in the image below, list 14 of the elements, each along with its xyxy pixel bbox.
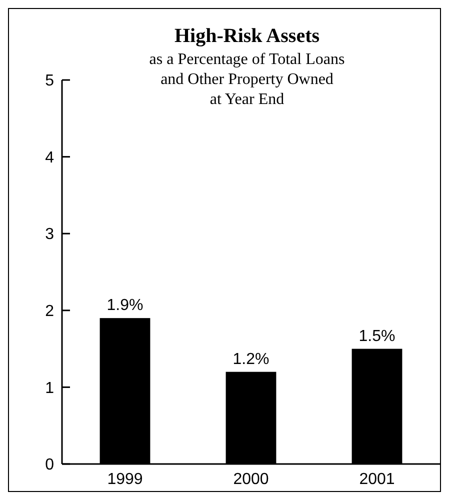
y-tick-label: 3 bbox=[45, 226, 54, 244]
data-label: 1.9% bbox=[106, 297, 144, 314]
x-tick-label: 1999 bbox=[107, 471, 143, 488]
x-tick-label: 2001 bbox=[359, 471, 395, 488]
y-tick-label: 1 bbox=[45, 380, 54, 397]
x-tick-label: 2000 bbox=[233, 471, 269, 488]
y-tick-label: 0 bbox=[45, 456, 54, 474]
y-tick-label: 5 bbox=[45, 72, 54, 90]
y-tick-label: 4 bbox=[45, 149, 54, 166]
chart-subtitle: as a Percentage of Total Loans and Other Property Owned at Year End bbox=[149, 51, 345, 108]
data-label: 1.5% bbox=[358, 328, 396, 345]
data-label: 1.2% bbox=[232, 350, 270, 368]
y-tick-label: 2 bbox=[45, 303, 54, 320]
chart-title: High-Risk Assets bbox=[174, 25, 320, 47]
